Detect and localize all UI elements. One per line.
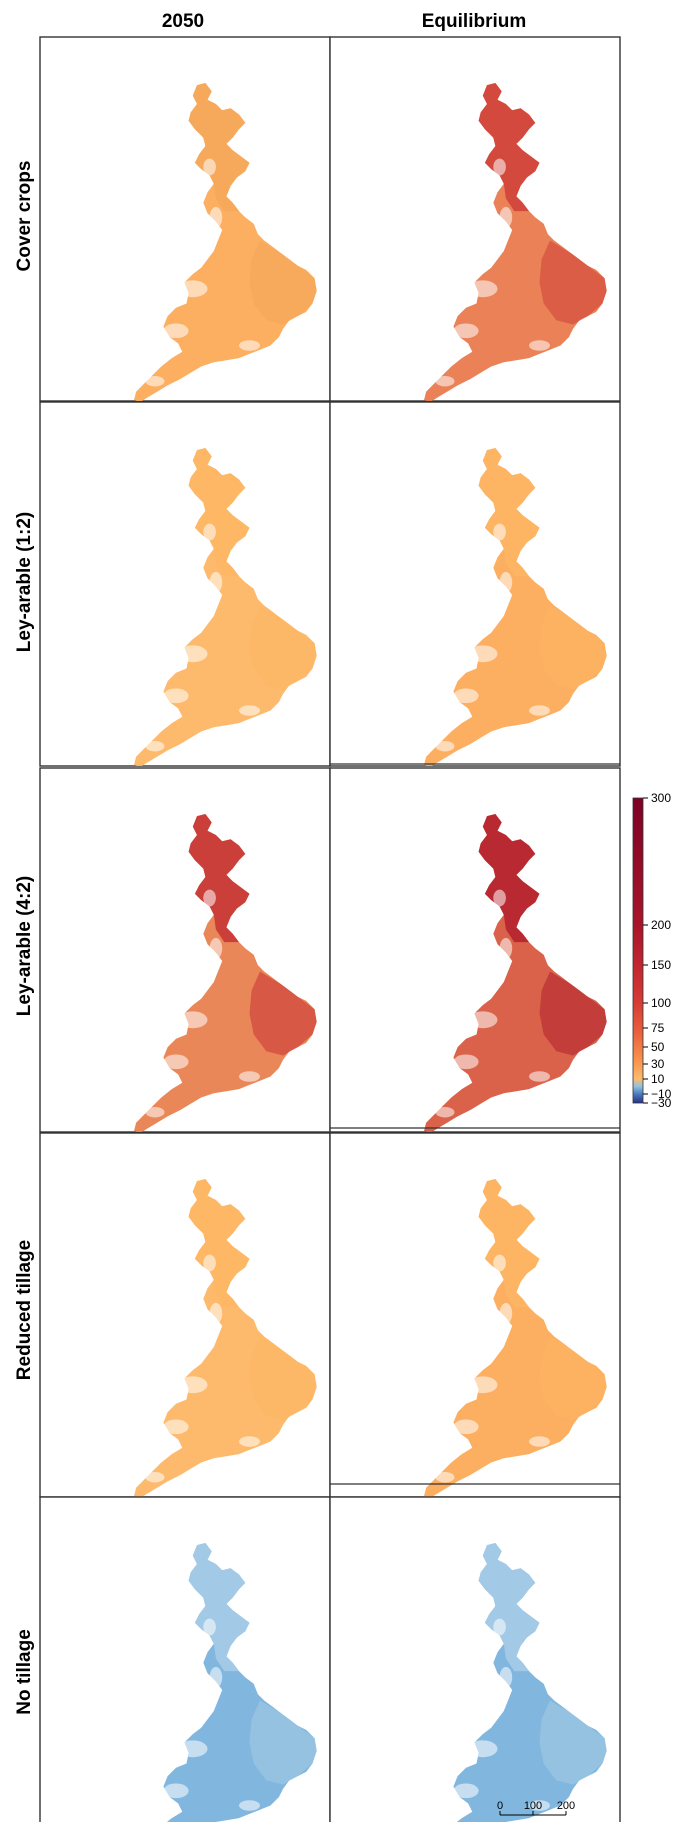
legend-tick-label: 10 <box>651 1072 665 1086</box>
panel-cover-crops-equilibrium <box>329 36 621 402</box>
panel-reduced-tillage-2050 <box>39 1132 331 1498</box>
row-title-ley-arable-4-2: Ley-arable (4:2) <box>14 876 35 1016</box>
england-map <box>134 448 317 766</box>
england-map <box>134 83 317 401</box>
column-title-2050: 2050 <box>162 11 204 32</box>
legend-tick-label: 75 <box>651 1021 665 1035</box>
scale-bar-label-100: 100 <box>524 1800 542 1812</box>
legend-tick-label: 50 <box>651 1040 665 1054</box>
panel-no-tillage-equilibrium <box>329 1496 621 1822</box>
england-map <box>424 448 607 766</box>
england-map <box>424 1543 607 1822</box>
scale-bar-label-200: 200 <box>557 1800 575 1812</box>
england-map <box>424 1179 607 1497</box>
legend-colorbar <box>632 797 644 1104</box>
row-title-ley-arable-1-2: Ley-arable (1:2) <box>14 512 35 652</box>
england-map <box>134 1179 317 1497</box>
row-title-no-tillage: No tillage <box>14 1629 35 1715</box>
england-map <box>424 814 607 1132</box>
row-title-cover-crops: Cover crops <box>14 161 35 272</box>
england-map <box>424 83 607 401</box>
legend-tick-label: 100 <box>651 996 671 1010</box>
row-title-reduced-tillage: Reduced tillage <box>14 1240 35 1380</box>
panel-cover-crops-2050 <box>39 36 331 402</box>
england-map <box>134 1543 317 1822</box>
england-map <box>134 814 317 1132</box>
scale-bar: 0 100 200 <box>497 1800 575 1816</box>
panel-ley-arable-4-2-2050 <box>39 767 331 1133</box>
legend-tick-label: 200 <box>651 918 671 932</box>
panel-reduced-tillage-equilibrium <box>329 1132 621 1498</box>
scale-bar-label-0: 0 <box>497 1800 503 1812</box>
legend-tick-label: 30 <box>651 1057 665 1071</box>
map-panels <box>39 36 621 1822</box>
column-title-equilibrium: Equilibrium <box>422 11 527 32</box>
legend-tick-label: 150 <box>651 958 671 972</box>
legend-tick-label: −30 <box>651 1096 672 1110</box>
panel-ley-arable-4-2-equilibrium <box>329 767 621 1133</box>
panel-ley-arable-1-2-equilibrium <box>329 401 621 767</box>
panel-no-tillage-2050 <box>39 1496 331 1822</box>
legend-tick-label: 300 <box>651 791 671 805</box>
legend-tick-label: −10 <box>651 1087 672 1101</box>
panel-ley-arable-1-2-2050 <box>39 401 331 767</box>
